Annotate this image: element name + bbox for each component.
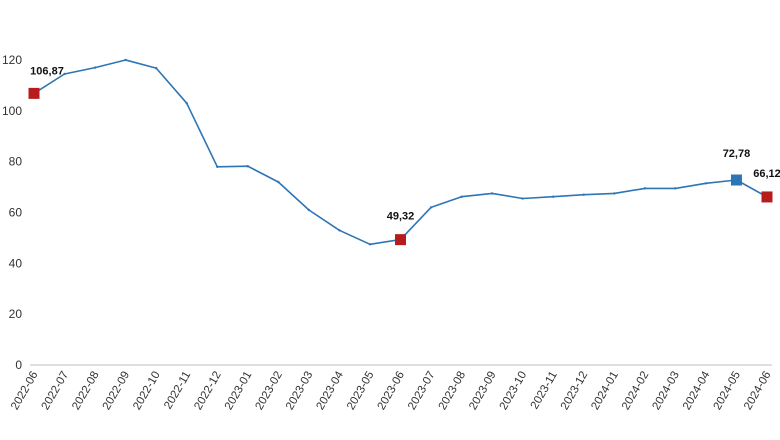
data-point xyxy=(613,192,616,195)
data-point xyxy=(216,165,219,168)
x-tick-label: 2022-10 xyxy=(131,370,163,413)
y-tick-label: 40 xyxy=(9,256,23,270)
x-tick-label: 2023-03 xyxy=(284,370,316,413)
data-point xyxy=(63,72,66,76)
x-tick-label: 2024-02 xyxy=(620,370,652,413)
x-tick-label: 2024-01 xyxy=(589,370,621,413)
data-point xyxy=(490,192,494,195)
data-point xyxy=(368,243,372,246)
y-tick-label: 20 xyxy=(9,307,23,321)
data-point xyxy=(643,187,647,190)
x-tick-label: 2023-01 xyxy=(223,370,255,413)
data-point xyxy=(338,229,341,232)
y-tick-label: 80 xyxy=(9,155,23,169)
x-tick-label: 2023-08 xyxy=(437,370,469,413)
highlight-marker xyxy=(730,174,742,186)
x-tick-label: 2022-06 xyxy=(9,370,41,413)
x-tick-label: 2022-09 xyxy=(101,370,133,413)
x-tick-label: 2022-08 xyxy=(70,370,102,413)
x-tick-label: 2024-04 xyxy=(681,369,713,412)
y-tick-label: 0 xyxy=(15,358,22,372)
x-tick-label: 2024-06 xyxy=(742,370,774,413)
x-tick-label: 2023-07 xyxy=(406,370,438,413)
data-point xyxy=(154,66,158,70)
x-tick-label: 2024-03 xyxy=(650,370,682,413)
x-tick-label: 2023-02 xyxy=(253,370,285,413)
x-tick-label: 2023-11 xyxy=(529,370,560,412)
data-point xyxy=(277,180,280,184)
data-label: 106,87 xyxy=(30,65,64,77)
data-point xyxy=(460,195,463,198)
x-tick-label: 2023-10 xyxy=(498,370,530,413)
data-label: 49,32 xyxy=(387,211,415,223)
data-point xyxy=(674,187,677,190)
x-tick-label: 2022-11 xyxy=(162,370,193,412)
x-tick-label: 2023-09 xyxy=(467,370,499,413)
data-label: 72,78 xyxy=(723,148,751,160)
x-tick-label: 2022-07 xyxy=(40,370,72,413)
y-tick-label: 100 xyxy=(2,104,22,118)
data-point xyxy=(246,165,249,168)
data-point xyxy=(185,102,188,105)
x-tick-label: 2022-12 xyxy=(192,370,224,413)
data-label: 66,12 xyxy=(753,168,780,180)
x-axis-ticks: 2022-06 2022-07 2022-08 2022-09 2022-10 2022-… xyxy=(9,369,774,412)
data-point xyxy=(93,66,97,69)
x-tick-label: 2024-05 xyxy=(712,370,744,413)
highlight-marker xyxy=(28,87,40,99)
data-point xyxy=(429,206,433,209)
y-axis-ticks: 0 20 40 60 80 100 120 xyxy=(2,53,22,372)
data-point xyxy=(307,208,311,212)
highlight-marker xyxy=(395,234,406,246)
data-point xyxy=(552,195,555,198)
highlight-marker xyxy=(761,191,773,203)
y-tick-label: 120 xyxy=(2,53,22,67)
x-tick-label: 2023-04 xyxy=(315,369,347,412)
y-tick-label: 60 xyxy=(9,206,23,220)
x-tick-label: 2023-05 xyxy=(345,370,377,413)
data-point xyxy=(124,58,127,62)
data-point xyxy=(521,197,524,200)
x-tick-label: 2023-12 xyxy=(559,370,591,413)
data-point xyxy=(704,182,708,185)
x-tick-label: 2023-06 xyxy=(376,370,408,413)
data-point xyxy=(582,193,585,196)
